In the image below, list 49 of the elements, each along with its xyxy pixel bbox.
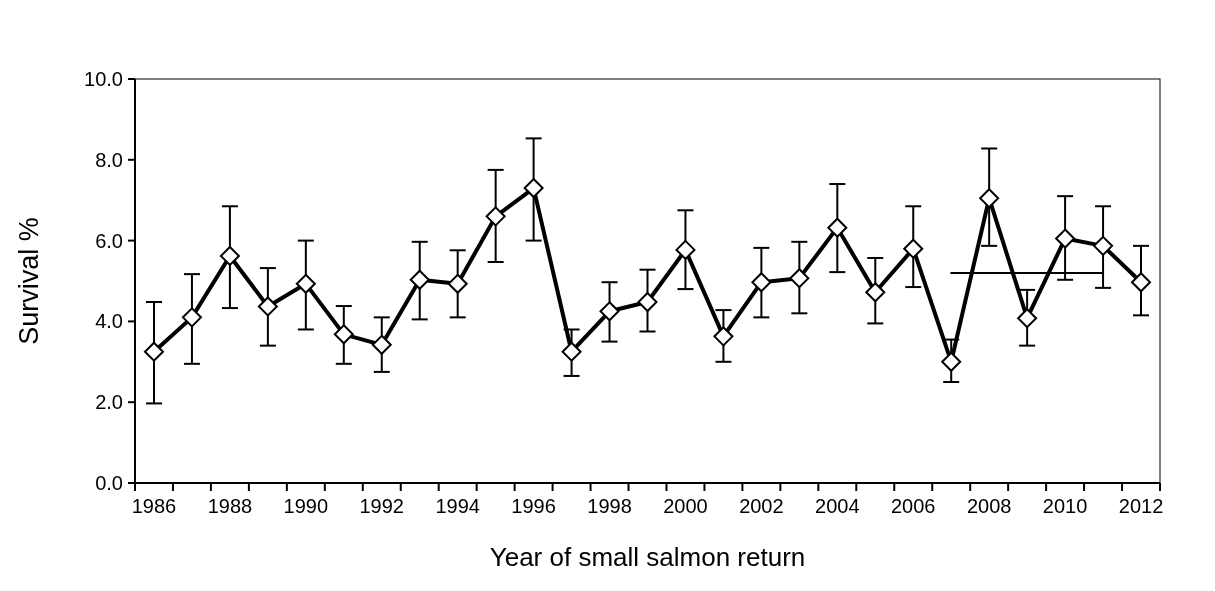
y-tick-label: 4.0 xyxy=(95,310,123,333)
x-tick-label: 1996 xyxy=(511,495,556,517)
y-tick-label: 0.0 xyxy=(95,472,123,494)
x-tick-label: 2010 xyxy=(1042,495,1088,517)
point xyxy=(523,178,544,199)
point xyxy=(1131,272,1152,293)
point xyxy=(561,341,582,362)
point xyxy=(409,269,430,290)
point xyxy=(295,273,316,294)
point xyxy=(1093,235,1114,256)
point xyxy=(371,334,392,355)
x-tick-label: 1992 xyxy=(359,495,405,517)
point xyxy=(903,238,924,259)
y-tick-label: 8.0 xyxy=(95,148,123,171)
y-tick-label: 2.0 xyxy=(95,391,123,414)
point xyxy=(713,326,734,347)
point xyxy=(865,282,886,303)
x-tick-label: 2004 xyxy=(815,495,860,517)
point xyxy=(219,245,240,266)
x-tick-label: 1988 xyxy=(207,495,253,517)
x-tick-label: 1990 xyxy=(283,495,329,517)
point xyxy=(751,272,772,293)
point xyxy=(447,273,468,294)
x-tick-label: 2008 xyxy=(966,495,1012,517)
x-tick-label: 2006 xyxy=(890,495,936,517)
point xyxy=(257,296,278,317)
point xyxy=(143,341,164,362)
point xyxy=(181,307,202,328)
point xyxy=(1017,308,1038,329)
x-tick-label: 2002 xyxy=(739,495,784,517)
point xyxy=(979,188,1000,209)
x-tick-label: 1986 xyxy=(131,495,177,517)
x-axis-title: Year of small salmon return xyxy=(489,542,806,572)
point xyxy=(637,292,658,313)
x-tick-label: 1994 xyxy=(435,495,480,517)
y-tick-label: 6.0 xyxy=(95,229,123,252)
x-tick-label: 2000 xyxy=(663,495,708,517)
x-tick-label: 2012 xyxy=(1118,495,1164,517)
point xyxy=(599,301,620,322)
point xyxy=(827,217,848,238)
point xyxy=(789,268,810,289)
point xyxy=(1055,228,1076,249)
point xyxy=(675,239,696,260)
x-tick-label: 1998 xyxy=(587,495,632,517)
y-axis-title: Survival % xyxy=(14,217,44,345)
point xyxy=(333,324,354,345)
point xyxy=(941,351,962,372)
point xyxy=(485,206,506,227)
y-tick-label: 10.0 xyxy=(84,68,123,90)
